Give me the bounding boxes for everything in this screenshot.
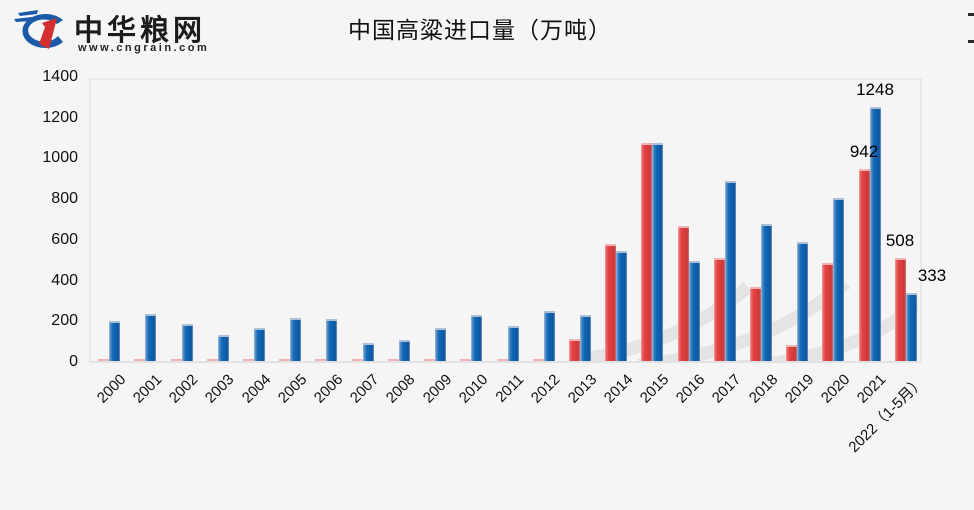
bar-2015-series-red xyxy=(641,143,652,361)
bar-2003-series-blue xyxy=(218,335,229,361)
bar-2009-series-red xyxy=(424,359,435,361)
x-tick-label-2015: 2015 xyxy=(636,371,673,407)
logo-text: 中华粮网 xyxy=(74,15,207,47)
data-label-333: 333 xyxy=(917,266,947,285)
x-tick-label-2020: 2020 xyxy=(817,371,854,407)
bar-2000-series-blue xyxy=(109,321,120,361)
bar-2014-series-red xyxy=(605,244,616,361)
x-tick-label-2002: 2002 xyxy=(165,371,202,407)
y-tick-label: 1200 xyxy=(42,108,78,126)
data-label-1248: 1248 xyxy=(856,80,894,99)
x-tick-label-2018: 2018 xyxy=(745,371,782,407)
x-tick-label-2012: 2012 xyxy=(528,371,564,407)
bar-2000-series-red xyxy=(98,359,109,361)
bar-2017-series-red xyxy=(714,258,725,361)
bar-2004-series-red xyxy=(243,359,254,361)
bar-2021-series-blue xyxy=(870,107,881,361)
cngrain-logo: 中华粮网 www.cngrain.com xyxy=(12,5,242,57)
bar-2006-series-red xyxy=(315,359,326,361)
bar-2012-series-red xyxy=(533,359,544,361)
bar-2009-series-blue xyxy=(435,328,446,361)
bar-2002-series-blue xyxy=(182,324,193,361)
bar-2010-series-blue xyxy=(471,315,482,361)
bar-2005-series-blue xyxy=(290,318,301,361)
bar-2008-series-blue xyxy=(399,340,410,361)
edge-mark xyxy=(968,40,974,43)
bar-2012-series-blue xyxy=(544,311,555,361)
x-tick-label-2016: 2016 xyxy=(672,371,709,407)
x-tick-label-2003: 2003 xyxy=(202,371,238,407)
y-tick-label: 1000 xyxy=(42,149,78,167)
bar-2017-series-blue xyxy=(725,181,736,361)
x-tick-label-2014: 2014 xyxy=(600,371,637,407)
x-tick-label-2005: 2005 xyxy=(274,371,311,407)
bar-2018-series-red xyxy=(750,287,761,361)
x-tick-label-2004: 2004 xyxy=(238,371,275,407)
bar-2020-series-red xyxy=(822,263,833,361)
x-tick-label-2017: 2017 xyxy=(709,371,745,407)
bar-2018-series-blue xyxy=(761,224,772,361)
bar-2013-series-red xyxy=(569,339,580,361)
bar-2020-series-blue xyxy=(833,198,844,361)
x-tick-label-2006: 2006 xyxy=(310,371,347,407)
bar-2001-series-blue xyxy=(145,314,156,361)
bar-2010-series-red xyxy=(460,359,471,361)
edge-mark xyxy=(968,13,974,16)
x-tick-label-2008: 2008 xyxy=(383,371,419,407)
plot-area: 1248 942 508 333 xyxy=(89,78,946,363)
bar-2007-series-blue xyxy=(363,343,374,361)
data-label-942: 942 xyxy=(849,142,879,161)
bar-2015-series-blue xyxy=(652,143,663,361)
bar-2014-series-blue xyxy=(616,251,627,361)
bar-2007-series-red xyxy=(352,359,363,361)
bar-2003-series-red xyxy=(207,359,218,361)
y-tick-label: 0 xyxy=(69,353,78,370)
bar-2001-series-red xyxy=(134,359,145,361)
y-tick-label: 800 xyxy=(51,190,78,208)
bar-2022（1-5月）-series-blue xyxy=(906,293,917,361)
cngrain-logo-icon xyxy=(14,10,63,49)
page-title: 中国高粱进口量（万吨） xyxy=(348,17,612,43)
bar-2011-series-blue xyxy=(508,326,519,361)
bar-2004-series-blue xyxy=(254,328,265,361)
y-tick-label: 200 xyxy=(51,312,78,330)
bar-2016-series-red xyxy=(678,226,689,361)
bar-2011-series-red xyxy=(497,359,508,361)
bar-2008-series-red xyxy=(388,359,399,361)
x-tick-label-2007: 2007 xyxy=(347,371,383,407)
y-tick-label: 1400 xyxy=(42,68,78,85)
bar-2002-series-red xyxy=(171,359,182,361)
x-tick-label-2013: 2013 xyxy=(564,371,600,407)
bar-2022（1-5月）-series-red xyxy=(895,258,906,361)
x-tick-label-2001: 2001 xyxy=(129,371,166,407)
bar-2021-series-red xyxy=(859,169,870,361)
x-tick-label-2010: 2010 xyxy=(455,371,492,407)
y-tick-label: 400 xyxy=(51,271,78,289)
x-tick-label-2019: 2019 xyxy=(781,371,818,407)
bar-2016-series-blue xyxy=(689,261,700,361)
bar-2013-series-blue xyxy=(580,315,591,361)
x-tick-label-2011: 2011 xyxy=(492,371,528,406)
x-tick-label-2009: 2009 xyxy=(419,371,456,407)
bar-2019-series-blue xyxy=(797,242,808,361)
logo-url: www.cngrain.com xyxy=(78,42,210,54)
bar-2006-series-blue xyxy=(326,319,337,361)
data-label-508: 508 xyxy=(885,231,915,250)
bar-2019-series-red xyxy=(786,345,797,361)
bar-2005-series-red xyxy=(279,359,290,361)
y-tick-label: 600 xyxy=(51,230,78,248)
x-tick-label-2000: 2000 xyxy=(93,371,130,407)
